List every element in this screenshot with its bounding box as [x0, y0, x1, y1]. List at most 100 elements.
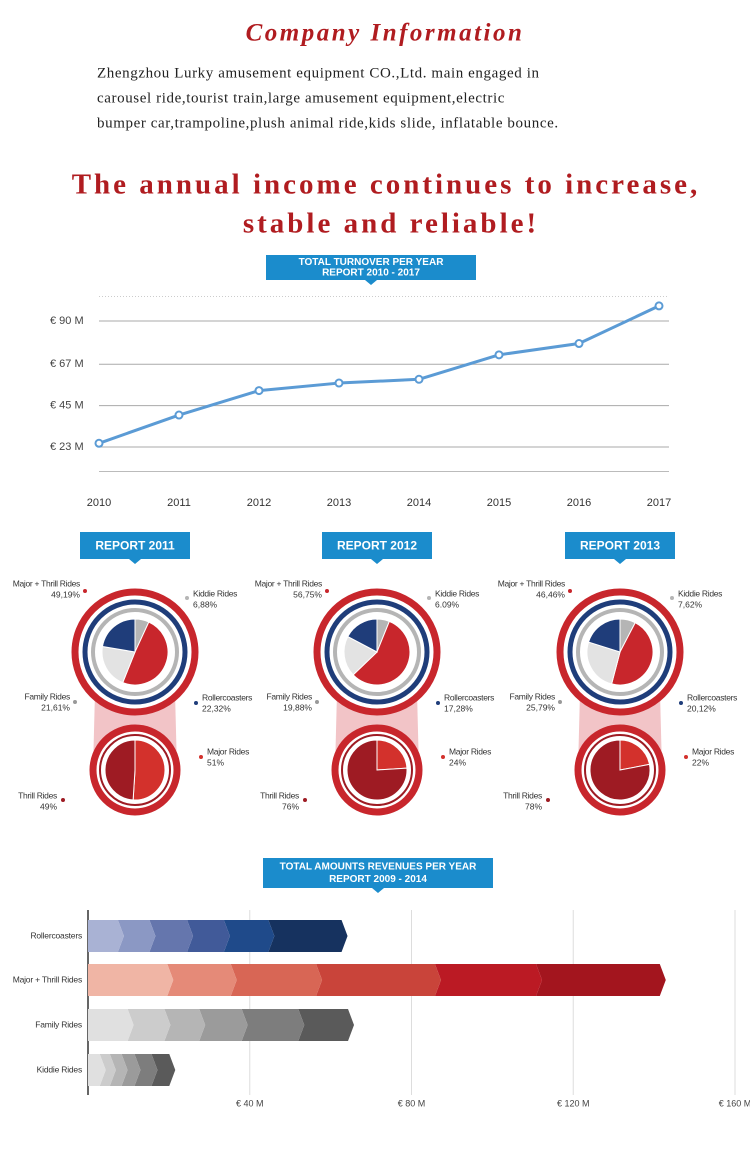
category-label: Kiddie Rides	[37, 1064, 82, 1074]
x-tick-label: 2012	[247, 497, 271, 509]
pie-value: 49,19%	[51, 589, 80, 599]
bar-segment	[127, 1009, 171, 1041]
leader-dot	[436, 701, 440, 705]
leader-dot	[684, 755, 688, 759]
leader-dot	[199, 755, 203, 759]
bar-segment	[316, 964, 441, 996]
leader-dot	[670, 596, 674, 600]
pie-value: 17,28%	[444, 703, 473, 713]
leader-dot	[427, 596, 431, 600]
leader-dot	[303, 798, 307, 802]
banner-title: REPORT 2011	[95, 539, 175, 553]
x-tick-label: 2010	[87, 497, 111, 509]
bar-segment	[164, 1009, 206, 1041]
pie-slice	[352, 620, 411, 686]
pie-label: Thrill Rides	[260, 790, 299, 800]
x-tick-label: 2014	[407, 497, 431, 509]
banner-title: TOTAL AMOUNTS REVENUES PER YEAR	[280, 862, 477, 873]
pie-label: Major Rides	[449, 746, 491, 756]
bar-segment	[117, 920, 156, 952]
bar-segment	[167, 964, 237, 996]
x-tick-label: 2015	[487, 497, 511, 509]
banner-title: REPORT 2012	[337, 539, 417, 553]
pie-slice	[101, 645, 136, 684]
bar-segment	[88, 964, 174, 996]
y-tick-label: € 90 M	[50, 315, 84, 327]
data-point	[94, 438, 104, 448]
pie-value: 76%	[282, 801, 299, 811]
category-label: Family Rides	[35, 1019, 82, 1029]
pie-label: Family Rides	[266, 691, 312, 701]
pie-value: 19,88%	[283, 702, 312, 712]
pie-slice	[343, 635, 378, 676]
banner	[565, 532, 675, 564]
pie-value: 20,12%	[687, 703, 716, 713]
pie-label: Major + Thrill Rides	[255, 578, 322, 588]
slogan-line: The annual income continues to increase,	[72, 169, 701, 201]
pie-value: 6,88%	[193, 599, 218, 609]
leader-dot	[315, 700, 319, 704]
intro-line: carousel ride,tourist train,large amusem…	[97, 90, 505, 106]
pie-value: 21,61%	[41, 702, 70, 712]
banner	[266, 255, 476, 285]
detail-slice	[346, 739, 408, 801]
leader-dot	[61, 798, 65, 802]
leader-dot	[73, 700, 77, 704]
bar-segment	[149, 920, 194, 952]
banner-title: TOTAL TURNOVER PER YEAR	[299, 257, 445, 268]
intro-line: Zhengzhou Lurky amusement equipment CO.,…	[97, 65, 540, 81]
pie-value: 22%	[692, 757, 709, 767]
leader-dot	[558, 700, 562, 704]
pie-label: Family Rides	[24, 691, 70, 701]
data-point	[174, 410, 184, 420]
bar-segment	[109, 1054, 128, 1086]
pie-label: Thrill Rides	[18, 790, 57, 800]
data-point	[654, 301, 664, 311]
pie-value: 46,46%	[536, 589, 565, 599]
data-point	[254, 386, 264, 396]
x-tick-label: € 80 M	[398, 1098, 426, 1108]
pie-slice	[101, 618, 136, 653]
leader-dot	[568, 589, 572, 593]
leader-dot	[194, 701, 198, 705]
bar-segment	[223, 920, 275, 952]
banner	[322, 532, 432, 564]
banner	[263, 858, 493, 893]
bar-segment	[99, 1054, 116, 1086]
data-point	[414, 374, 424, 384]
pie-label: Rollercoasters	[687, 692, 737, 702]
category-label: Major + Thrill Rides	[13, 974, 82, 984]
leader-dot	[441, 755, 445, 759]
data-point	[334, 378, 344, 388]
bar-segment	[134, 1054, 158, 1086]
pie-slice	[586, 641, 621, 685]
slogan-line: stable and reliable!	[243, 208, 539, 240]
pie-label: Major + Thrill Rides	[498, 578, 565, 588]
pie-value: 51%	[207, 757, 224, 767]
leader-dot	[325, 589, 329, 593]
y-tick-label: € 67 M	[50, 358, 84, 370]
detail-slice	[104, 739, 136, 801]
bar-segment	[230, 964, 323, 996]
pie-slice	[122, 621, 169, 686]
intro-line: bumper car,trampoline,plush animal ride,…	[97, 115, 559, 131]
x-tick-label: 2017	[647, 497, 671, 509]
bar-segment	[298, 1009, 355, 1041]
bar-segment	[199, 1009, 248, 1041]
pie-value: 7,62%	[678, 599, 703, 609]
pie-label: Major + Thrill Rides	[13, 578, 80, 588]
detail-slice	[376, 739, 408, 771]
bar-segment	[268, 920, 348, 952]
bar-segment	[536, 964, 666, 996]
x-tick-label: € 120 M	[557, 1098, 590, 1108]
y-tick-label: € 23 M	[50, 441, 84, 453]
pie-label: Kiddie Rides	[678, 588, 722, 598]
pie-label: Rollercoasters	[202, 692, 252, 702]
pie-label: Major Rides	[207, 746, 249, 756]
detail-slice	[132, 739, 166, 801]
x-tick-label: € 40 M	[236, 1098, 264, 1108]
leader-dot	[679, 701, 683, 705]
pie-slice	[611, 622, 654, 686]
banner	[80, 532, 190, 564]
